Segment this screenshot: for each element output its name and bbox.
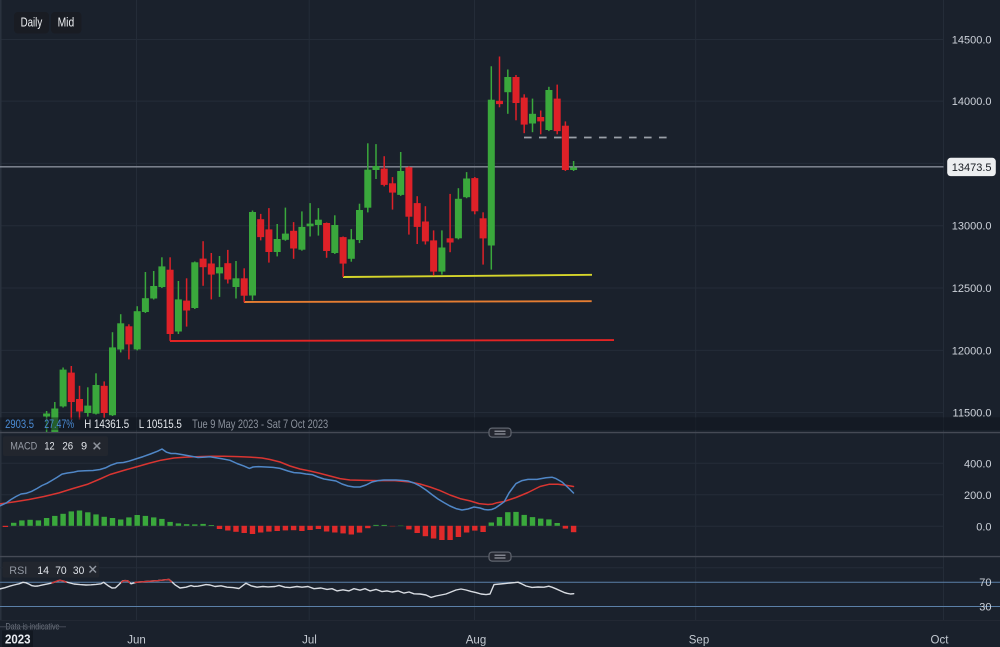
svg-text:70: 70 bbox=[979, 577, 991, 589]
svg-text:27.47%: 27.47% bbox=[44, 417, 74, 431]
svg-text:MACD: MACD bbox=[10, 441, 37, 453]
svg-text:13000.0: 13000.0 bbox=[952, 221, 992, 233]
svg-text:13473.5: 13473.5 bbox=[952, 162, 992, 174]
svg-text:Sep: Sep bbox=[689, 635, 709, 647]
svg-text:400.0: 400.0 bbox=[964, 458, 992, 470]
svg-text:2023: 2023 bbox=[5, 633, 31, 647]
svg-text:14000.0: 14000.0 bbox=[952, 96, 992, 108]
svg-text:30: 30 bbox=[979, 602, 991, 614]
svg-text:12500.0: 12500.0 bbox=[952, 283, 992, 295]
svg-text:Mid: Mid bbox=[58, 16, 75, 30]
svg-text:2903.5: 2903.5 bbox=[5, 417, 34, 431]
svg-text:Jul: Jul bbox=[302, 635, 317, 647]
svg-text:Aug: Aug bbox=[466, 635, 486, 647]
svg-text:200.0: 200.0 bbox=[964, 490, 992, 502]
svg-text:Jun: Jun bbox=[127, 635, 146, 647]
svg-text:RSI: RSI bbox=[9, 565, 27, 577]
svg-text:12000.0: 12000.0 bbox=[952, 345, 992, 357]
svg-text:11500.0: 11500.0 bbox=[953, 408, 992, 420]
svg-text:14: 14 bbox=[37, 565, 49, 577]
svg-text:26: 26 bbox=[62, 441, 73, 453]
svg-text:L 10515.5: L 10515.5 bbox=[139, 417, 182, 431]
svg-text:30: 30 bbox=[73, 565, 84, 577]
svg-text:12: 12 bbox=[44, 441, 54, 453]
svg-text:Daily: Daily bbox=[21, 16, 43, 30]
svg-text:0.0: 0.0 bbox=[976, 521, 991, 533]
svg-text:Tue 9 May 2023 - Sat 7 Oct 202: Tue 9 May 2023 - Sat 7 Oct 2023 bbox=[192, 417, 328, 431]
svg-text:Oct: Oct bbox=[931, 635, 950, 647]
svg-text:9: 9 bbox=[81, 441, 87, 453]
svg-text:H 14361.5: H 14361.5 bbox=[84, 417, 129, 431]
svg-text:70: 70 bbox=[55, 565, 66, 577]
svg-text:14500.0: 14500.0 bbox=[952, 35, 992, 47]
